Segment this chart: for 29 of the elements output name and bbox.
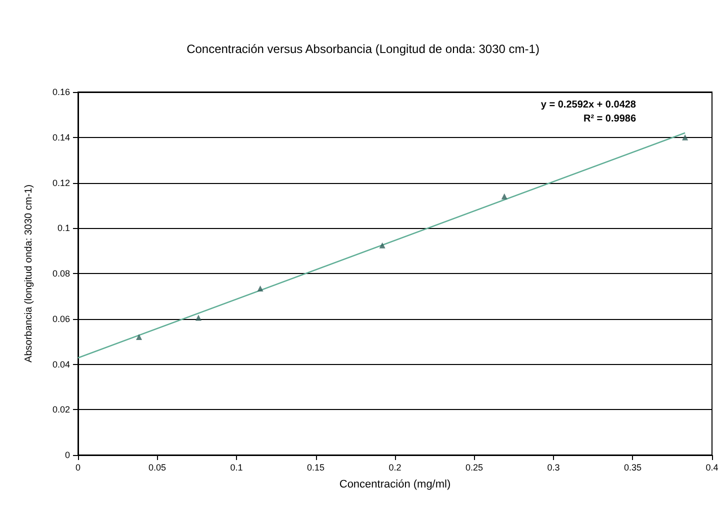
x-tick-label: 0.35: [624, 462, 642, 472]
y-tick-label: 0.02: [52, 404, 70, 415]
point: [682, 134, 688, 140]
y-tick-label: 0.1: [57, 223, 70, 234]
x-tick-label: 0.25: [465, 462, 484, 472]
annotation: y = 0.2592x + 0.0428: [540, 100, 636, 110]
y-tick-label: 0: [64, 450, 70, 460]
y-tick-label: 0.16: [52, 87, 70, 97]
x-tick-label: 0.4: [706, 462, 718, 472]
x-tick-label: 0.3: [547, 462, 560, 472]
y-tick-label: 0.06: [52, 314, 70, 324]
y-tick-label: 0.08: [52, 268, 70, 278]
chart-title: Concentración versus Absorbancia (Longitud de onda: 3030 cm-1): [186, 42, 540, 56]
annotation: R² = 0.9986: [583, 114, 636, 124]
point: [195, 314, 202, 321]
point: [136, 334, 142, 340]
x-axis-title: Concentración (mg/ml): [339, 478, 451, 490]
y-tick-label: 0.04: [52, 359, 70, 370]
y-axis-title: Absorbancia (longitud onda: 3030 cm-1): [24, 184, 34, 362]
x-tick-label: 0.2: [388, 462, 402, 472]
y-tick-label: 0.14: [52, 132, 70, 142]
y-tick-label: 0.12: [52, 178, 70, 188]
x-tick-label: 0: [75, 462, 81, 472]
point: [257, 285, 264, 292]
x-tick-label: 0.1: [230, 462, 243, 472]
point: [379, 242, 386, 248]
point: [501, 193, 508, 200]
x-tick-label: 0.15: [306, 462, 325, 472]
x-tick-label: 0.05: [148, 462, 166, 472]
